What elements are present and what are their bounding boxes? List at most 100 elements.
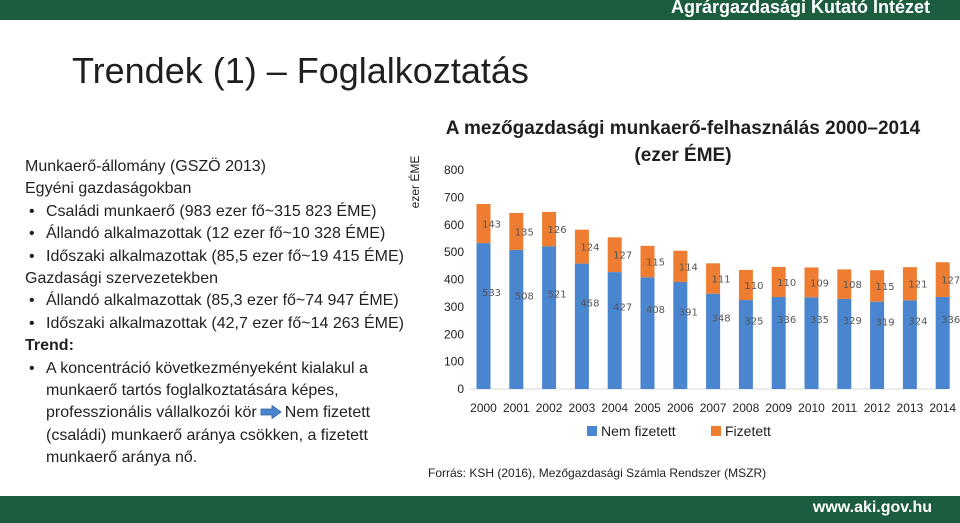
bar-fizetett xyxy=(837,269,852,299)
section-label: Munkaerő-állomány (GSZÖ 2013) xyxy=(25,158,266,175)
bar-nem-fizetett xyxy=(870,301,885,389)
data-label-fizetett: 115 xyxy=(646,258,665,269)
bar-nem-fizetett xyxy=(476,243,491,389)
bullet-item: Időszaki alkalmazottak (42,7 ezer fő~14 … xyxy=(25,313,435,336)
data-label-nem-fizetett: 329 xyxy=(843,316,862,327)
x-tick-label: 2011 xyxy=(831,401,857,415)
data-label-fizetett: 143 xyxy=(482,220,501,231)
y-tick-label: 200 xyxy=(444,327,464,341)
data-label-nem-fizetett: 533 xyxy=(482,288,501,299)
bar-fizetett xyxy=(706,263,721,294)
data-label-nem-fizetett: 325 xyxy=(744,317,763,328)
y-tick-label: 300 xyxy=(444,300,464,314)
bar-nem-fizetett xyxy=(640,277,655,389)
x-tick-label: 2012 xyxy=(864,401,891,415)
data-label-fizetett: 108 xyxy=(843,280,862,291)
chart-title-line-2: (ezer ÉME) xyxy=(634,145,732,166)
y-tick-label: 400 xyxy=(444,273,464,287)
line-text-after: Nem fizetett xyxy=(284,404,371,422)
bullet-item: Állandó alkalmazottak (85,3 ezer fő~74 9… xyxy=(25,290,435,313)
data-label-nem-fizetett: 336 xyxy=(941,315,960,326)
bar-fizetett xyxy=(870,270,885,302)
data-label-nem-fizetett: 391 xyxy=(679,307,698,318)
bullet-continuation: munkaerő aránya nő. xyxy=(46,449,198,467)
data-label-fizetett: 126 xyxy=(548,225,567,236)
data-label-nem-fizetett: 521 xyxy=(548,290,567,301)
bullet-item: Időszaki alkalmazottak (85,5 ezer fő~19 … xyxy=(25,246,435,269)
bar-nem-fizetett xyxy=(804,297,819,389)
legend-label-nem-fizetett: Nem fizetett xyxy=(601,423,676,439)
data-label-nem-fizetett: 335 xyxy=(810,315,829,326)
bullet-continuation: (családi) munkaerő aránya csökken, a fiz… xyxy=(46,426,368,444)
bar-fizetett xyxy=(509,212,524,250)
x-tick-label: 2005 xyxy=(634,401,661,415)
bar-fizetett xyxy=(673,250,688,282)
bar-fizetett xyxy=(542,211,557,247)
bar-nem-fizetett xyxy=(542,246,557,389)
legend-label-fizetett: Fizetett xyxy=(725,423,771,439)
bar-fizetett xyxy=(935,262,950,298)
bar-fizetett xyxy=(738,269,753,301)
data-label-nem-fizetett: 336 xyxy=(777,315,796,326)
data-label-fizetett: 111 xyxy=(712,275,731,286)
section-label: Egyéni gazdaságokban xyxy=(25,180,192,198)
x-tick-label: 2014 xyxy=(929,401,956,415)
bar-fizetett xyxy=(607,237,622,273)
x-tick-label: 2009 xyxy=(765,401,792,415)
bar-nem-fizetett xyxy=(574,263,589,389)
chart-title: A mezőgazdasági munkaerő-felhasználás 20… xyxy=(418,115,948,169)
x-tick-label: 2007 xyxy=(700,401,727,415)
data-label-nem-fizetett: 458 xyxy=(580,298,599,309)
left-text-panel: Munkaerő-állomány (GSZÖ 2013) Egyéni gazd… xyxy=(25,156,435,470)
section-label: Gazdasági szervezetekben xyxy=(25,270,218,288)
bar-nem-fizetett xyxy=(902,300,917,389)
x-tick-label: 2008 xyxy=(733,401,760,415)
bar-fizetett xyxy=(902,267,917,301)
bottom-banner: www.aki.gov.hu xyxy=(0,496,960,523)
data-label-fizetett: 127 xyxy=(613,251,632,262)
data-label-fizetett: 115 xyxy=(876,282,895,293)
website-url: www.aki.gov.hu xyxy=(812,499,932,516)
bullet-item: A koncentráció következményeként kialaku… xyxy=(25,358,435,381)
data-label-nem-fizetett: 324 xyxy=(908,317,927,328)
bar-nem-fizetett xyxy=(837,298,852,389)
data-label-fizetett: 110 xyxy=(744,281,763,292)
bar-fizetett xyxy=(804,267,819,298)
x-tick-label: 2006 xyxy=(667,401,694,415)
bar-nem-fizetett xyxy=(706,293,721,389)
bar-nem-fizetett xyxy=(738,300,753,389)
data-label-nem-fizetett: 508 xyxy=(515,291,534,302)
data-label-fizetett: 127 xyxy=(941,276,960,287)
x-tick-label: 2010 xyxy=(798,401,825,415)
bar-fizetett xyxy=(574,229,589,264)
x-tick-label: 2004 xyxy=(601,401,628,415)
legend-swatch-nem-fizetett xyxy=(587,426,597,436)
bar-fizetett xyxy=(476,203,491,244)
bar-nem-fizetett xyxy=(771,297,786,389)
data-label-fizetett: 110 xyxy=(777,278,796,289)
bullet-item: Állandó alkalmazottak (12 ezer fő~10 328… xyxy=(25,223,435,246)
y-tick-label: 0 xyxy=(457,382,464,396)
right-arrow-icon xyxy=(260,405,282,420)
y-tick-label: 100 xyxy=(444,355,464,369)
top-banner: Agrárgazdasági Kutató Intézet xyxy=(0,0,960,20)
data-label-nem-fizetett: 319 xyxy=(876,317,895,328)
data-label-fizetett: 124 xyxy=(580,243,599,254)
organization-name: Agrárgazdasági Kutató Intézet xyxy=(670,0,930,17)
bar-nem-fizetett xyxy=(673,281,688,389)
data-label-fizetett: 135 xyxy=(515,227,534,238)
section-heading: Trend: xyxy=(25,337,74,355)
bar-fizetett xyxy=(771,266,786,298)
bar-fizetett xyxy=(640,245,655,278)
y-tick-label: 700 xyxy=(444,190,464,204)
x-tick-label: 2001 xyxy=(503,401,530,415)
slide-title: Trendek (1) – Foglalkoztatás xyxy=(72,50,529,91)
line-text: professzionális vállalkozói kör xyxy=(46,404,257,422)
bar-nem-fizetett xyxy=(509,249,524,389)
bullet-continuation: munkaerő tartós foglalkoztatására képes, xyxy=(46,382,339,400)
legend-swatch-fizetett xyxy=(711,426,721,436)
y-axis-label: ezer ÉME xyxy=(407,156,422,209)
data-label-nem-fizetett: 348 xyxy=(712,313,731,324)
data-label-fizetett: 121 xyxy=(908,280,927,291)
